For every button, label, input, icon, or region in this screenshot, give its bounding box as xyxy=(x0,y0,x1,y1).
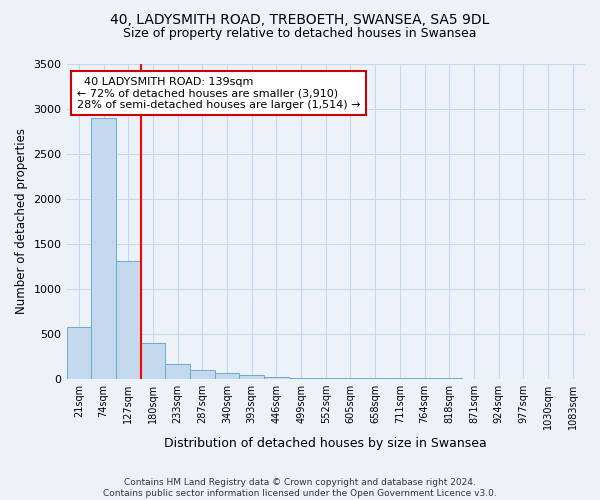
Text: Size of property relative to detached houses in Swansea: Size of property relative to detached ho… xyxy=(123,28,477,40)
Bar xyxy=(140,342,165,378)
Bar xyxy=(91,118,116,378)
Bar xyxy=(239,375,264,378)
Bar xyxy=(264,377,289,378)
Bar xyxy=(165,364,190,378)
Text: 40 LADYSMITH ROAD: 139sqm
← 72% of detached houses are smaller (3,910)
28% of se: 40 LADYSMITH ROAD: 139sqm ← 72% of detac… xyxy=(77,76,361,110)
X-axis label: Distribution of detached houses by size in Swansea: Distribution of detached houses by size … xyxy=(164,437,487,450)
Bar xyxy=(215,373,239,378)
Bar xyxy=(67,328,91,378)
Bar xyxy=(116,261,140,378)
Bar xyxy=(190,370,215,378)
Y-axis label: Number of detached properties: Number of detached properties xyxy=(15,128,28,314)
Text: Contains HM Land Registry data © Crown copyright and database right 2024.
Contai: Contains HM Land Registry data © Crown c… xyxy=(103,478,497,498)
Text: 40, LADYSMITH ROAD, TREBOETH, SWANSEA, SA5 9DL: 40, LADYSMITH ROAD, TREBOETH, SWANSEA, S… xyxy=(110,12,490,26)
